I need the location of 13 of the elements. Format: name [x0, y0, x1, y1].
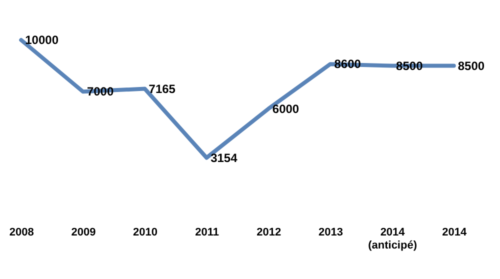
x-tick-label: 2012	[256, 226, 282, 238]
x-tick-label: 2014 (anticipé)	[368, 226, 418, 252]
x-tick-label: 2011	[195, 226, 220, 238]
data-label: 3154	[210, 150, 238, 165]
data-label: 8500	[458, 58, 485, 73]
x-tick-label: 2013	[318, 226, 343, 238]
data-label: 10000	[25, 33, 59, 47]
x-tick-label: 2009	[71, 226, 96, 238]
x-tick-label: 2008	[9, 226, 34, 238]
x-tick-label: 2014	[442, 226, 468, 238]
data-label: 7165	[148, 82, 176, 96]
data-label: 6000	[272, 102, 300, 116]
x-tick-label: 2010	[133, 226, 158, 238]
